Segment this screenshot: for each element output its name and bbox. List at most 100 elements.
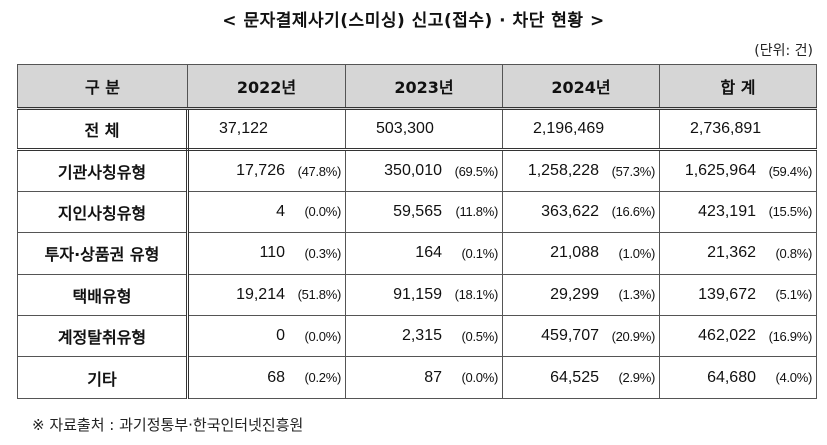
table-cell: 59,565 (11.8%) <box>345 190 503 234</box>
source-note: ※ 자료출처 : 과기정통부·한국인터넷진흥원 <box>32 416 304 434</box>
cell-value: 139,672 <box>698 285 756 303</box>
table-cell: 462,022 (16.9%) <box>659 314 817 358</box>
cell-value: 87 <box>424 368 442 386</box>
table-cell: 139,672 (5.1%) <box>659 273 817 316</box>
row-label: 택배유형 <box>17 273 189 316</box>
cell-value: 1,258,228 <box>527 162 599 180</box>
cell-percent: (16.9%) <box>768 328 813 344</box>
table-cell: 2,196,469 <box>502 107 660 152</box>
cell-value: 462,022 <box>698 327 756 345</box>
table-cell: 91,159 (18.1%) <box>345 273 503 316</box>
unit-note: (단위: 건) <box>754 43 813 59</box>
table-cell: 64,680 (4.0%) <box>659 356 817 399</box>
cell-value: 363,622 <box>541 202 599 220</box>
table-cell: 0 (0.0%) <box>187 314 346 358</box>
table-cell: 1,258,228 (57.3%) <box>502 149 660 192</box>
table-cell: 37,122 <box>187 107 346 152</box>
row-label: 기타 <box>17 356 189 399</box>
cell-value: 110 <box>259 244 285 262</box>
table-row: 기타 68 (0.2%) 87 (0.0%) 64,525 (2.9%) 64,680… <box>17 356 817 399</box>
cell-value: 1,625,964 <box>684 162 756 180</box>
cell-value: 64,680 <box>707 368 756 386</box>
table-cell: 17,726 (47.8%) <box>187 149 346 192</box>
cell-percent: (69.5%) <box>454 163 499 179</box>
row-label: 기관사칭유형 <box>17 149 189 192</box>
cell-value: 164 <box>415 244 442 262</box>
header-2022: 2022년 <box>187 64 346 110</box>
cell-value: 459,707 <box>541 327 599 345</box>
cell-percent: (0.3%) <box>304 245 342 261</box>
cell-value: 59,565 <box>393 202 442 220</box>
header-category: 구 분 <box>17 64 188 110</box>
table-row: 지인사칭유형 4 (0.0%) 59,565 (11.8%) 363,622 (16.… <box>17 190 817 234</box>
cell-percent: (0.2%) <box>304 370 342 386</box>
table-cell: 1,625,964 (59.4%) <box>659 149 817 192</box>
row-label: 계정탈취유형 <box>17 314 189 358</box>
cell-percent: (0.8%) <box>775 245 813 261</box>
header-total: 합 계 <box>659 64 817 110</box>
header-2024: 2024년 <box>502 64 660 110</box>
table-cell: 29,299 (1.3%) <box>502 273 660 316</box>
table-cell: 21,088 (1.0%) <box>502 232 660 275</box>
cell-percent: (0.0%) <box>461 370 499 386</box>
cell-value: 91,159 <box>393 285 442 303</box>
cell-percent: (16.6%) <box>611 204 656 220</box>
table-cell: 110 (0.3%) <box>187 232 346 275</box>
table-row: 투자·상품권 유형 110 (0.3%) 164 (0.1%) 21,088 (1.0… <box>17 232 817 275</box>
smishing-stats-table: 구 분 2022년 2023년 2024년 합 계 전 체 37,122 503… <box>17 64 817 399</box>
cell-percent: (1.3%) <box>618 287 656 303</box>
table-row: 택배유형 19,214 (51.8%) 91,159 (18.1%) 29,299 (… <box>17 273 817 316</box>
table-cell: 87 (0.0%) <box>345 356 503 399</box>
cell-value: 19,214 <box>236 285 285 303</box>
table-cell: 350,010 (69.5%) <box>345 149 503 192</box>
cell-value: 350,010 <box>384 162 442 180</box>
table-cell: 503,300 <box>345 107 503 152</box>
cell-percent: (4.0%) <box>775 370 813 386</box>
page-title: < 문자결제사기(스미싱) 신고(접수) · 차단 현황 > <box>222 11 605 31</box>
table-row: 전 체 37,122 503,300 2,196,469 2,736,891 <box>17 107 817 152</box>
cell-value: 2,315 <box>401 327 442 345</box>
cell-value: 37,122 <box>219 120 268 138</box>
row-label: 투자·상품권 유형 <box>17 232 189 275</box>
cell-percent: (0.1%) <box>461 245 499 261</box>
table-cell: 21,362 (0.8%) <box>659 232 817 275</box>
cell-percent: (0.0%) <box>304 204 342 220</box>
table-cell: 64,525 (2.9%) <box>502 356 660 399</box>
table-cell: 4 (0.0%) <box>187 190 346 234</box>
table-cell: 164 (0.1%) <box>345 232 503 275</box>
cell-percent: (5.1%) <box>775 287 813 303</box>
cell-value: 2,196,469 <box>533 120 605 138</box>
table-row: 기관사칭유형 17,726 (47.8%) 350,010 (69.5%) 1,25… <box>17 149 817 192</box>
cell-percent: (0.0%) <box>304 328 342 344</box>
table-row: 계정탈취유형 0 (0.0%) 2,315 (0.5%) 459,707 (20.9%… <box>17 314 817 358</box>
cell-percent: (47.8%) <box>297 163 342 179</box>
table-cell: 363,622 (16.6%) <box>502 190 660 234</box>
cell-percent: (20.9%) <box>611 328 656 344</box>
table-cell: 423,191 (15.5%) <box>659 190 817 234</box>
cell-percent: (0.5%) <box>461 328 499 344</box>
cell-value: 64,525 <box>550 368 599 386</box>
cell-percent: (2.9%) <box>618 370 656 386</box>
cell-value: 21,088 <box>550 244 599 262</box>
cell-percent: (1.0%) <box>618 245 656 261</box>
cell-value: 4 <box>276 202 285 220</box>
cell-value: 0 <box>276 327 285 345</box>
cell-value: 503,300 <box>376 120 434 138</box>
cell-percent: (18.1%) <box>454 287 499 303</box>
cell-percent: (15.5%) <box>768 204 813 220</box>
cell-percent: (11.8%) <box>455 204 499 220</box>
table-cell: 68 (0.2%) <box>187 356 346 399</box>
table-cell: 2,736,891 <box>659 107 817 152</box>
cell-value: 21,362 <box>707 244 756 262</box>
cell-value: 423,191 <box>698 202 756 220</box>
table-header-row: 구 분 2022년 2023년 2024년 합 계 <box>17 64 817 110</box>
table-cell: 19,214 (51.8%) <box>187 273 346 316</box>
row-label: 전 체 <box>17 107 189 152</box>
cell-percent: (59.4%) <box>768 163 813 179</box>
cell-value: 29,299 <box>550 285 599 303</box>
header-2023: 2023년 <box>345 64 503 110</box>
cell-value: 17,726 <box>236 162 285 180</box>
cell-percent: (57.3%) <box>611 163 656 179</box>
table-cell: 459,707 (20.9%) <box>502 314 660 358</box>
row-label: 지인사칭유형 <box>17 190 189 234</box>
